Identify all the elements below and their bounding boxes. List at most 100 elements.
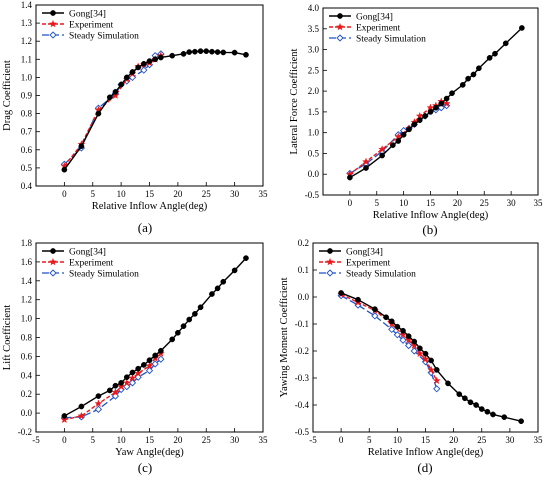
panel-c-ytick-label-4: 0.6: [21, 351, 33, 361]
panel-d-series-experiment: [337, 290, 441, 385]
marker-experiment-5: [122, 378, 131, 387]
marker-simulation-6: [404, 341, 413, 350]
marker-gong-16: [465, 75, 471, 82]
panel-c-xtick-label-0: -5: [32, 435, 40, 445]
marker-legend-simulation-0: [49, 31, 57, 39]
marker-gong-11: [152, 352, 159, 359]
marker-gong-18: [197, 304, 204, 311]
marker-gong-14: [456, 391, 463, 398]
marker-gong-6: [123, 374, 130, 381]
marker-experiment-9: [427, 365, 436, 374]
panel-b-ytick-label-0: -0.5: [305, 190, 320, 200]
panel-d-label: (d): [417, 460, 432, 475]
panel-a-xtick-label-1: 5: [91, 189, 96, 199]
marker-gong-20: [214, 285, 221, 292]
marker-gong-7: [129, 69, 136, 75]
panel-c-xtick-label-6: 25: [202, 435, 212, 445]
marker-gong-21: [501, 414, 508, 420]
marker-experiment-7: [415, 349, 424, 358]
marker-simulation-7: [410, 347, 418, 355]
marker-gong-9: [140, 60, 147, 67]
marker-gong-10: [427, 109, 434, 115]
marker-simulation-7: [140, 66, 148, 74]
panel-c-ytick-label-10: 1.8: [21, 238, 33, 248]
panel-b-legend-text-simulation: Steady Simulation: [356, 34, 426, 44]
marker-gong-9: [422, 113, 428, 119]
marker-legend-experiment-0: [326, 257, 334, 266]
panel-c: -5 0 5 10 15 20 25 30 35 -0.2 0.0 0.2 0.4 0.6 0.8 1.0 1.…: [2, 238, 268, 475]
panel-c-ytick-label-6: 1.0: [21, 314, 33, 324]
panel-d-xtick-label-8: 35: [534, 435, 544, 445]
panel-b-xtick-label-0: 0: [348, 198, 353, 208]
panel-c-ytick-label-1: 0.0: [21, 408, 33, 418]
marker-simulation-10: [157, 355, 165, 363]
marker-experiment-8: [421, 354, 430, 363]
marker-gong-22: [518, 418, 524, 425]
marker-gong-6: [406, 126, 412, 133]
marker-simulation-8: [145, 366, 154, 375]
panel-b-xtick-label-1: 5: [375, 198, 380, 208]
marker-gong-21: [220, 278, 227, 285]
marker-gong-3: [106, 387, 113, 394]
panel-d-ylabel: Yawing Moment Coefficient: [279, 277, 290, 397]
panel-c-ytick-label-2: 0.2: [21, 389, 32, 399]
panel-a-legend-text-simulation: Steady Simulation: [69, 31, 139, 41]
panel-c-legend-text-gong: Gong[34]: [69, 247, 106, 257]
marker-gong-4: [395, 138, 402, 144]
panel-d-xtick-label-4: 15: [421, 435, 431, 445]
marker-experiment-1: [77, 411, 86, 420]
marker-gong-19: [209, 48, 215, 55]
panel-d-ytick-label-3: -0.2: [295, 346, 309, 356]
marker-gong-10: [146, 357, 153, 364]
marker-gong-1: [78, 403, 85, 410]
marker-gong-5: [118, 380, 124, 386]
panel-d-legend-text-experiment: Experiment: [346, 258, 391, 268]
marker-gong-7: [129, 369, 136, 376]
marker-legend-gong-0: [50, 10, 56, 16]
marker-gong-21: [502, 40, 509, 47]
marker-gong-13: [169, 52, 176, 59]
panel-c-ytick-label-5: 0.8: [21, 333, 33, 343]
panel-a-ytick-label-9: 1.3: [21, 18, 33, 28]
marker-gong-20: [490, 411, 496, 418]
marker-gong-13: [443, 95, 450, 102]
panel-a: 0 5 10 15 20 25 30 35 0.4 0.5 0.6 0.7 0.8 0.9 1.0 1.1 1.…: [2, 0, 268, 235]
panel-d-xtick-label-0: -5: [309, 435, 317, 445]
panel-c-legend-text-simulation: Steady Simulation: [69, 269, 139, 279]
panel-b-legend-text-experiment: Experiment: [356, 23, 401, 33]
panel-a-xtick-label-0: 0: [62, 189, 67, 199]
marker-gong-5: [400, 131, 407, 138]
marker-gong-12: [433, 367, 440, 373]
marker-gong-0: [61, 413, 68, 419]
marker-experiment-10: [432, 376, 441, 385]
marker-gong-15: [462, 395, 468, 402]
panel-a-xlabel: Relative Inflow Angle(deg): [92, 201, 208, 212]
marker-gong-16: [467, 399, 474, 406]
marker-gong-22: [519, 25, 525, 31]
marker-gong-11: [428, 357, 434, 364]
marker-gong-22: [231, 267, 238, 274]
marker-legend-gong-0: [327, 248, 333, 254]
marker-legend-simulation-0: [49, 269, 57, 277]
panel-b-xtick-label-7: 35: [534, 198, 544, 208]
panel-b-ylabel: Lateral Force Coefficient: [289, 48, 300, 154]
panel-c-xtick-label-1: 0: [62, 435, 67, 445]
marker-gong-11: [433, 104, 439, 111]
marker-legend-simulation-0: [336, 34, 344, 42]
marker-gong-5: [118, 81, 124, 88]
panel-c-line-gong: [64, 257, 247, 417]
panel-b-xtick-label-2: 10: [399, 198, 409, 208]
panel-d-xtick-label-6: 25: [477, 435, 487, 445]
panel-c-xtick-label-4: 15: [145, 435, 155, 445]
marker-gong-23: [243, 51, 249, 58]
marker-simulation-2: [371, 312, 379, 320]
marker-gong-18: [478, 406, 485, 412]
marker-gong-2: [379, 152, 385, 159]
marker-gong-18: [203, 48, 210, 55]
panel-a-ytick-label-6: 1.0: [21, 72, 33, 82]
marker-gong-11: [152, 56, 159, 63]
marker-simulation-6: [128, 379, 137, 387]
marker-gong-8: [411, 338, 418, 345]
